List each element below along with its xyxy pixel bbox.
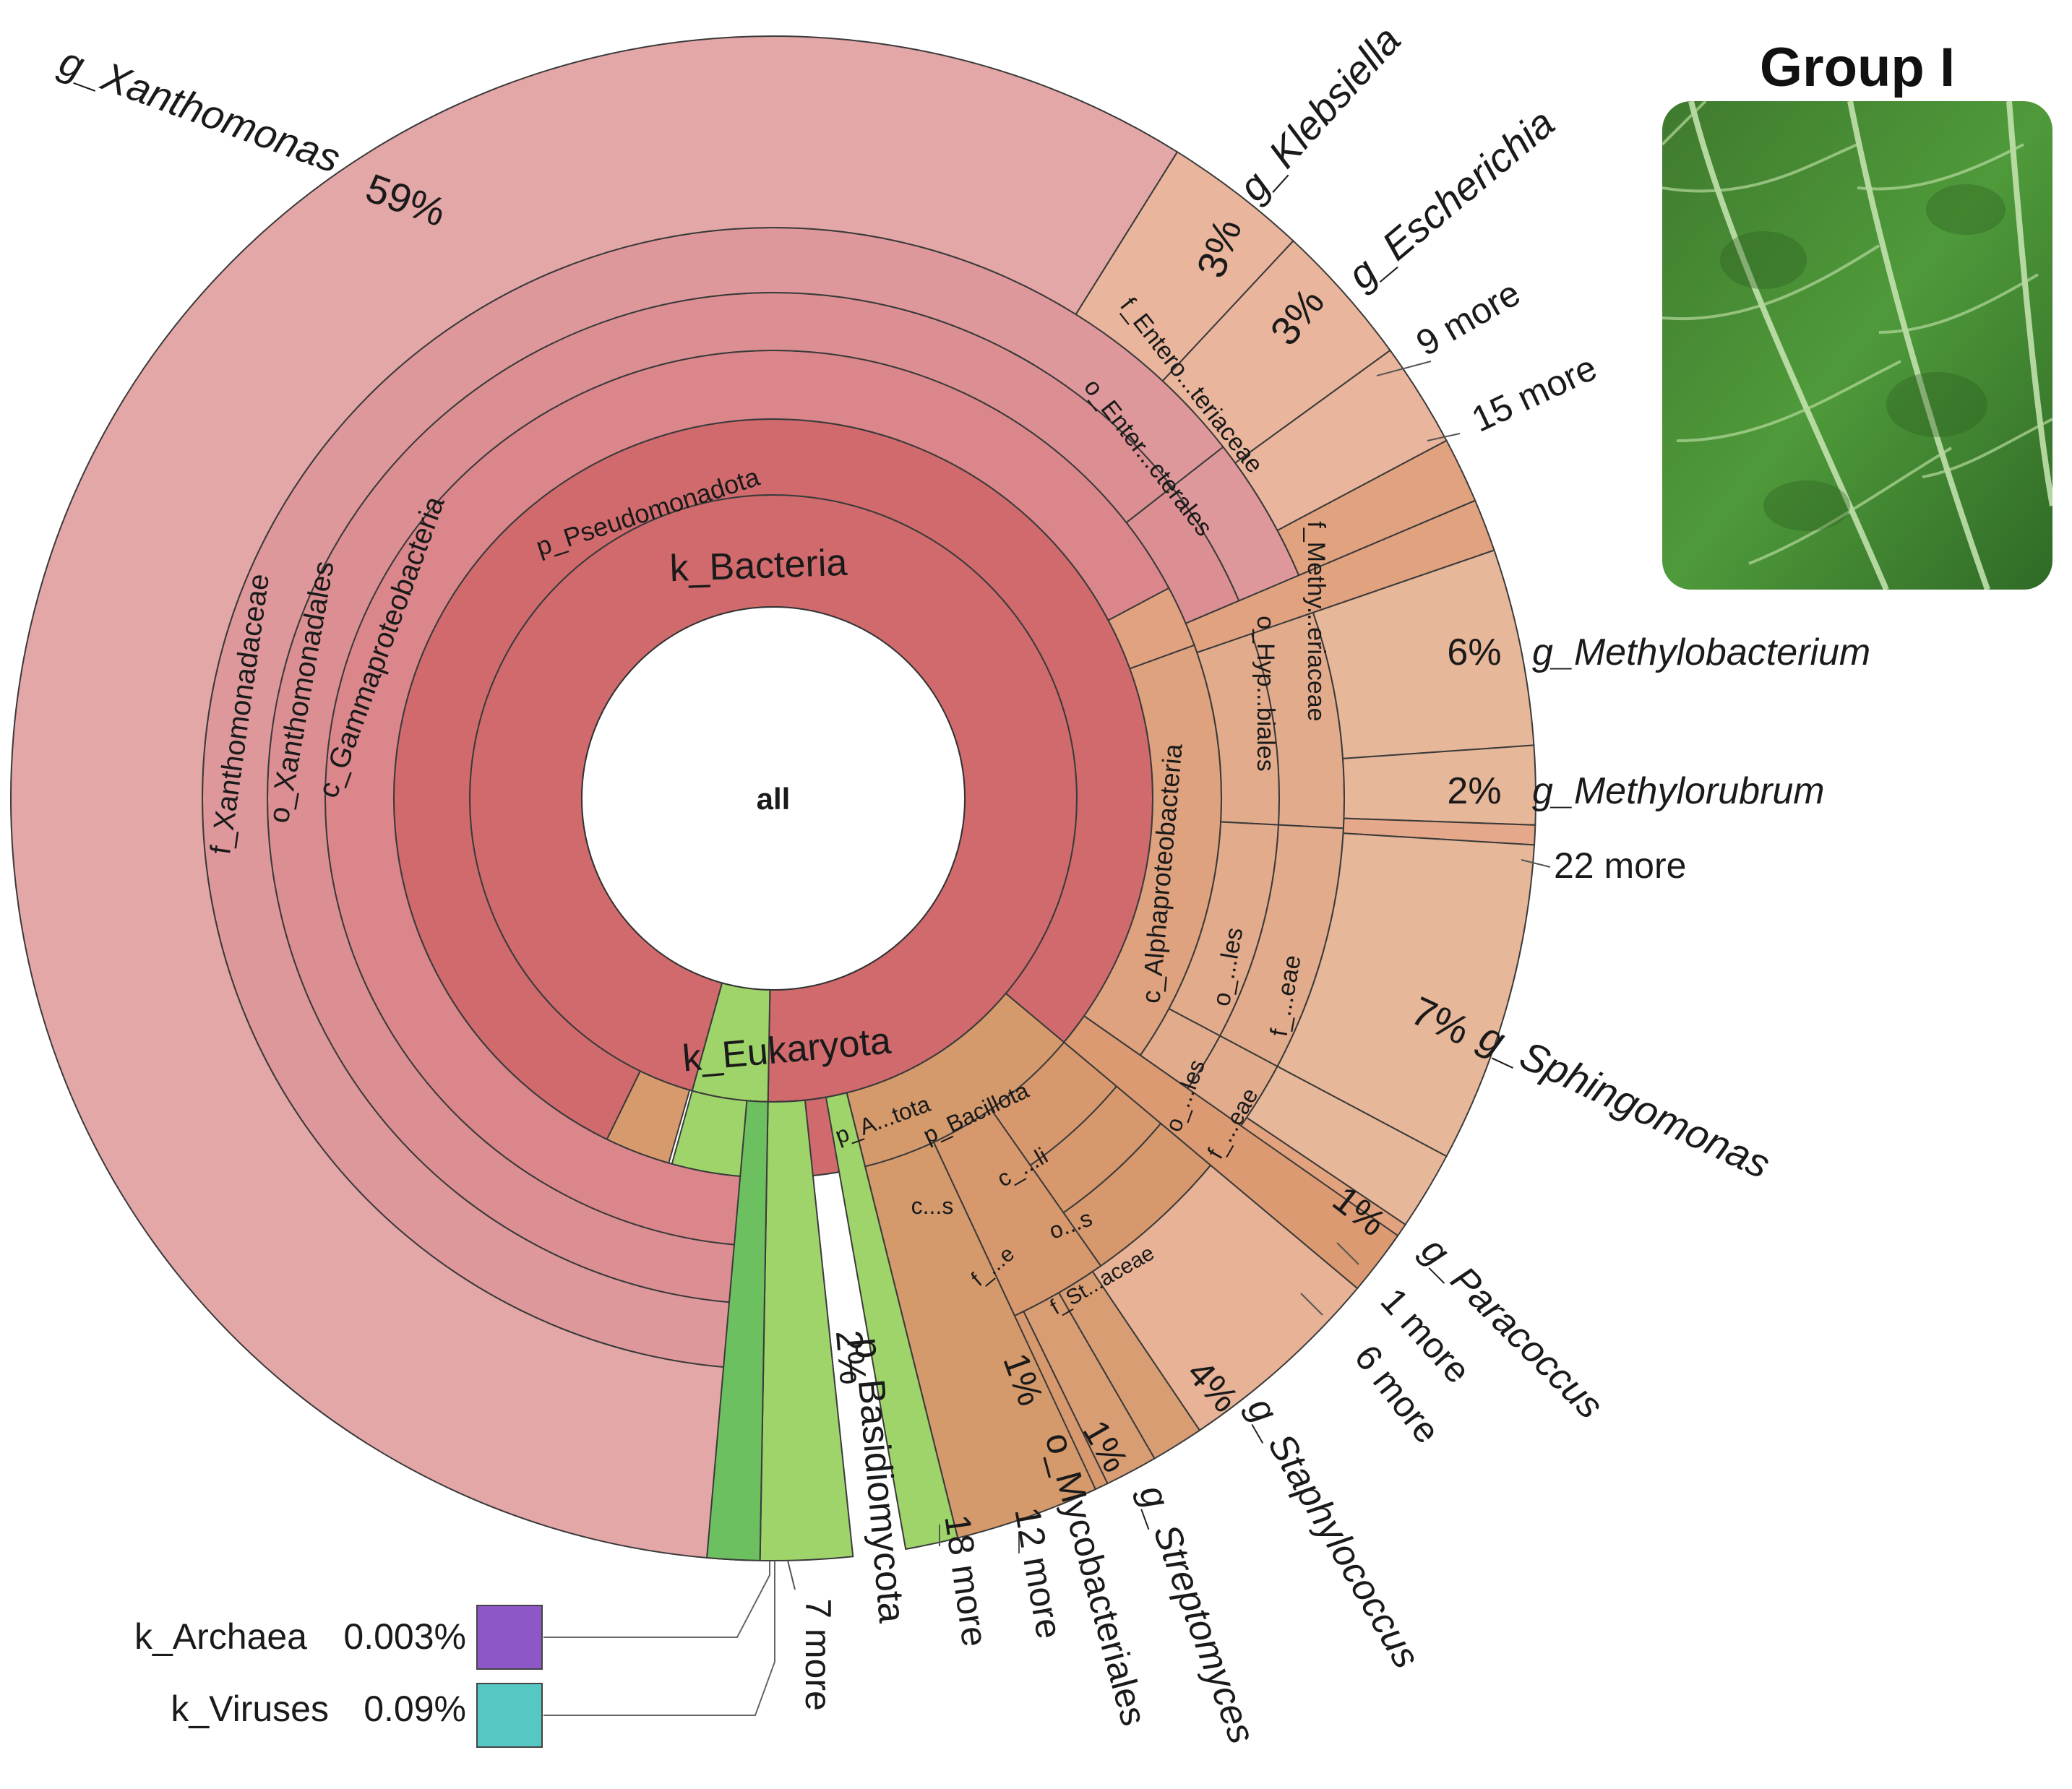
label-pct-6: 6%: [1447, 631, 1501, 673]
label-c-s: c...s: [911, 1193, 954, 1219]
legend-viruses-swatch: [476, 1683, 543, 1748]
leaf-photo: [1662, 101, 2052, 590]
group-title: Group I: [1759, 37, 1956, 98]
label-f-methy: f_Methy...eriaceae: [1302, 521, 1330, 721]
label-22-more: 22 more: [1554, 845, 1686, 886]
label-15-more: 15 more: [1466, 347, 1603, 439]
label-g-escherichia: g_Escherichia: [1338, 100, 1562, 298]
legend: k_Archaea 0.003% k_Viruses 0.09%: [134, 1561, 775, 1748]
label-12-more: 12 more: [1007, 1504, 1070, 1642]
legend-viruses-label: k_Viruses: [171, 1689, 329, 1729]
label-pct-2b: 2%: [827, 1329, 874, 1387]
segment-g-methylorubrum: [1342, 744, 1536, 826]
legend-viruses-leader: [543, 1561, 775, 1716]
label-o-hyp: o_Hyp...biales: [1252, 616, 1279, 771]
label-g-xanthomonas: g_Xanthomonas: [53, 38, 346, 181]
sunburst-segments: [10, 35, 1536, 1561]
label-g-sphingomonas: g_Sphingomonas: [1472, 1013, 1777, 1187]
segment-7-more: [705, 1100, 769, 1561]
label-g-methylobacterium: g_Methylobacterium: [1532, 631, 1870, 673]
legend-viruses-percent: 0.09%: [364, 1689, 466, 1729]
label-g-staphylococcus: g_Staphylococcus: [1239, 1390, 1427, 1676]
label-18-more: 18 more: [937, 1512, 995, 1649]
segment-p-basidiomycota: [825, 1092, 959, 1551]
center-hole: [581, 606, 966, 991]
legend-archaea-swatch: [476, 1605, 543, 1670]
leader-9-more: [1376, 361, 1432, 376]
leader-lines: [787, 361, 1551, 1590]
leader-15-more: [1427, 433, 1461, 441]
label-7-more: 7 more: [798, 1598, 838, 1711]
leader-6-more: [1300, 1293, 1323, 1316]
leader-1-more: [1336, 1242, 1359, 1265]
center-label: all: [757, 782, 791, 816]
label-pct-2a: 2%: [1447, 770, 1501, 812]
label-9-more: 9 more: [1409, 272, 1527, 363]
leader-7-more: [787, 1560, 796, 1590]
label-g-methylorubrum: g_Methylorubrum: [1532, 770, 1825, 812]
legend-archaea-leader: [543, 1561, 770, 1638]
leader-22-more: [1521, 859, 1551, 868]
label-g-klebsiella: g_Klebsiella: [1229, 17, 1409, 210]
legend-archaea-label: k_Archaea: [134, 1616, 307, 1657]
segment-g-xanthomonas: [10, 35, 1179, 1561]
label-k-bacteria: k_Bacteria: [669, 542, 848, 590]
legend-archaea-percent: 0.003%: [343, 1616, 466, 1657]
